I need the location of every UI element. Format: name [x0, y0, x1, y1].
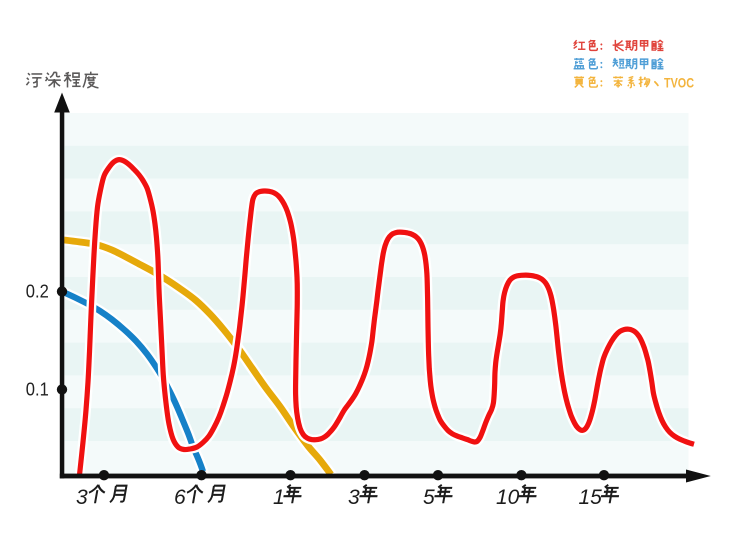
- svg-text:0.2: 0.2: [26, 280, 49, 301]
- svg-text:10: 10: [496, 486, 520, 509]
- svg-text:3: 3: [76, 486, 88, 509]
- svg-text:0.1: 0.1: [26, 378, 49, 399]
- svg-text:1: 1: [273, 486, 285, 509]
- svg-text:TVOC: TVOC: [664, 74, 694, 90]
- svg-text:15: 15: [579, 486, 603, 509]
- svg-text:6: 6: [174, 486, 186, 509]
- svg-text:3: 3: [348, 486, 360, 509]
- svg-text:5: 5: [423, 486, 435, 509]
